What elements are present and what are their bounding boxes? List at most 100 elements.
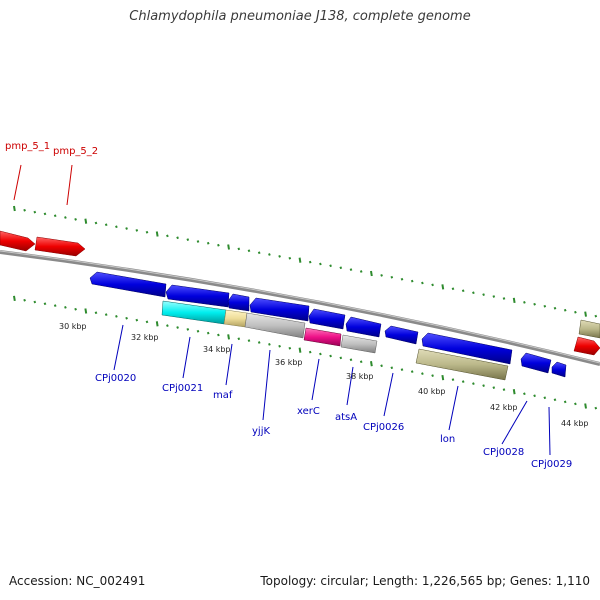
lower-track-major-tick — [298, 347, 302, 353]
lower-track-minor-tick — [410, 370, 414, 373]
lower-track-minor-tick — [563, 400, 567, 404]
genome-summary-text: Topology: circular; Length: 1,226,565 bp… — [260, 574, 590, 588]
genome-title: Chlamydophila pneumoniae J138, complete … — [129, 9, 471, 24]
label-maf[interactable]: maf — [213, 390, 233, 401]
gene-maf-arrow[interactable] — [227, 293, 250, 312]
upper-track-minor-tick — [206, 241, 210, 245]
lower-track-minor-tick — [421, 372, 424, 375]
upper-track-minor-tick — [166, 234, 169, 238]
feature-magenta-block[interactable] — [303, 327, 342, 347]
upper-track-major-tick — [584, 311, 587, 317]
lower-track-minor-tick — [74, 307, 77, 311]
upper-track-minor-tick — [421, 281, 424, 285]
lower-track-minor-tick — [533, 394, 536, 398]
leader-CPj0026 — [383, 372, 394, 417]
upper-track-minor-tick — [390, 275, 394, 279]
gene-lon-arrow[interactable] — [421, 332, 513, 365]
gene-xerC-arrow[interactable] — [308, 308, 346, 330]
upper-track-minor-tick — [23, 208, 26, 212]
lower-track-minor-tick — [176, 326, 179, 329]
upper-track-minor-tick — [145, 230, 149, 234]
gene-right-edge-red-arrow[interactable] — [573, 336, 600, 356]
label-pmp_5_1[interactable]: pmp_5_1 — [5, 141, 50, 152]
lower-track-minor-tick — [94, 311, 98, 315]
upper-track-minor-tick — [186, 238, 190, 241]
lower-track-minor-tick — [523, 392, 526, 396]
leader-CPj0021 — [182, 336, 191, 379]
gene-pmp_5_1-arrow[interactable] — [0, 230, 36, 252]
gene-CPj0029-arrow[interactable] — [551, 361, 567, 378]
lower-track-minor-tick — [278, 344, 281, 348]
label-CPj0020[interactable]: CPj0020 — [95, 373, 136, 384]
lower-track-minor-tick — [319, 352, 322, 356]
lower-track-minor-tick — [104, 313, 108, 316]
gene-CPj0028-arrow[interactable] — [520, 352, 552, 374]
upper-track-minor-tick — [257, 251, 261, 255]
lower-track-minor-tick — [451, 378, 455, 381]
gene-right-edge-khaki-block[interactable] — [578, 319, 600, 339]
label-CPj0026[interactable]: CPj0026 — [363, 422, 404, 433]
lower-track-minor-tick — [380, 364, 383, 368]
lower-track-minor-tick — [461, 380, 465, 383]
leader-CPj0029 — [548, 406, 551, 456]
label-leader-lines — [13, 164, 551, 456]
label-xerC[interactable]: xerC — [297, 406, 320, 417]
feature-yellow-block[interactable] — [223, 309, 248, 328]
leader-CPj0020 — [113, 324, 124, 371]
lower-track-major-tick — [84, 308, 88, 314]
upper-track-minor-tick — [64, 216, 67, 219]
upper-track-minor-tick — [349, 268, 353, 271]
label-atsA[interactable]: atsA — [335, 412, 357, 423]
lower-track-major-tick — [13, 295, 16, 302]
lower-track-minor-tick — [206, 331, 210, 335]
upper-track-minor-tick — [115, 225, 118, 229]
lower-tick-track — [13, 295, 598, 410]
feature-labels: pmp_5_1 pmp_5_2 CPj0020 CPj0021 maf yjjK… — [5, 141, 572, 470]
leader-yjjK — [262, 349, 271, 421]
upper-track-minor-tick — [125, 227, 128, 230]
lower-track-minor-tick — [23, 298, 26, 302]
upper-track-minor-tick — [329, 264, 332, 268]
upper-track-minor-tick — [523, 301, 526, 304]
lower-track-major-tick — [584, 403, 587, 409]
feature-gray-block-2[interactable] — [340, 334, 378, 354]
label-CPj0028[interactable]: CPj0028 — [483, 447, 524, 458]
upper-track-minor-tick — [431, 283, 434, 287]
label-CPj0029[interactable]: CPj0029 — [531, 459, 572, 470]
lower-track-major-tick — [512, 389, 516, 395]
label-yjjK[interactable]: yjjK — [252, 426, 270, 437]
leader-maf — [225, 343, 233, 386]
lower-track-minor-tick — [145, 320, 149, 324]
upper-track-minor-tick — [563, 308, 567, 312]
label-pmp_5_2[interactable]: pmp_5_2 — [53, 146, 98, 157]
upper-track-minor-tick — [482, 293, 485, 296]
lower-track-minor-tick — [186, 328, 190, 331]
gene-yjjK-arrow[interactable] — [249, 297, 310, 322]
upper-track-minor-tick — [543, 304, 547, 308]
feature-khaki-block[interactable] — [415, 348, 509, 381]
lower-track-minor-tick — [237, 337, 241, 341]
gene-atsA-arrow[interactable] — [345, 316, 382, 338]
upper-track-minor-tick — [308, 260, 312, 264]
label-lon[interactable]: lon — [440, 434, 455, 445]
gene-pmp_5_2-arrow[interactable] — [34, 236, 86, 257]
upper-track-minor-tick — [492, 295, 496, 298]
leader-pmp_5_1 — [13, 164, 22, 201]
leader-atsA — [346, 366, 354, 406]
scale-label-44kbp: 44 kbp — [561, 419, 589, 428]
gene-CPj0021-arrow[interactable] — [165, 284, 230, 308]
accession-text: Accession: NC_002491 — [9, 574, 146, 588]
lower-track-minor-tick — [308, 350, 312, 354]
lower-track-minor-tick — [390, 366, 394, 370]
label-CPj0021[interactable]: CPj0021 — [162, 383, 203, 394]
upper-track-minor-tick — [43, 212, 47, 216]
leader-xerC — [311, 358, 320, 401]
upper-track-major-tick — [370, 270, 373, 277]
gene-CPj0020-arrow[interactable] — [89, 271, 167, 298]
gene-CPj0026-arrow[interactable] — [384, 325, 419, 345]
lower-track-minor-tick — [553, 398, 557, 402]
lower-track-minor-tick — [339, 356, 343, 360]
upper-track-minor-tick — [278, 255, 281, 258]
feature-gray-block-1[interactable] — [244, 312, 306, 339]
lower-track-major-tick — [370, 361, 373, 367]
